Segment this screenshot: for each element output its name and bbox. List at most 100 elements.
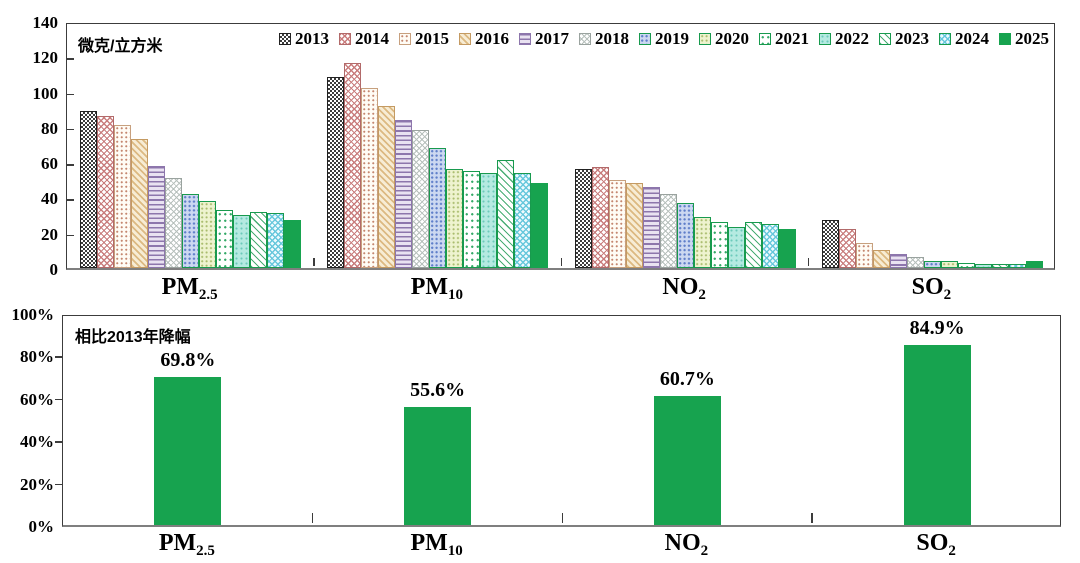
bar-2025 <box>1025 261 1043 268</box>
legend-label: 2018 <box>595 29 629 48</box>
y-axis-tick <box>67 199 74 201</box>
bar-2021 <box>463 171 481 268</box>
top-y-tick-label: 140 <box>32 13 59 32</box>
category-label-subscript: 2.5 <box>196 543 215 559</box>
legend-item-2018: 2018 <box>579 29 629 49</box>
y-axis-tick <box>67 58 74 60</box>
bar-2023 <box>497 160 515 268</box>
bar-2017 <box>148 166 166 268</box>
bar-2018 <box>906 257 924 268</box>
bottom-category-label: NO2 <box>562 530 812 560</box>
bottom-y-tick-label: 40% <box>20 432 54 452</box>
y-axis-tick <box>55 441 62 443</box>
category-label-subscript: 2.5 <box>198 287 218 303</box>
category-label-subscript: 10 <box>448 287 464 303</box>
legend-item-2024: 2024 <box>939 29 989 49</box>
bar-2019 <box>923 261 941 268</box>
legend-swatch-2024 <box>939 33 951 45</box>
y-axis-tick <box>55 483 62 486</box>
bar-2022 <box>727 227 745 268</box>
bar-2019 <box>182 194 200 268</box>
category-label-subscript: 2 <box>943 287 952 303</box>
bar-2016 <box>625 183 643 268</box>
legend-item-2016: 2016 <box>459 29 509 49</box>
bar-2020 <box>940 261 958 268</box>
top-category-label: NO2 <box>561 274 808 304</box>
bar-2015 <box>114 125 132 268</box>
bar-2018 <box>412 130 430 268</box>
bar-2025 <box>531 183 549 268</box>
top-category-label: PM10 <box>313 274 560 304</box>
legend-swatch-2018 <box>579 33 591 45</box>
decline-bar-no2 <box>653 396 721 525</box>
decline-value-label: 60.7% <box>659 368 715 390</box>
top-y-tick-label: 100 <box>32 83 59 103</box>
legend-item-2019: 2019 <box>639 29 689 49</box>
y-axis-tick <box>67 93 74 96</box>
legend-item-2015: 2015 <box>399 29 449 49</box>
legend-swatch-2022 <box>819 33 831 45</box>
legend: 2013 2014 2015 2016 2017 2018 2019 2020 2021 2022… <box>279 29 1049 49</box>
bar-2022 <box>974 264 992 268</box>
legend-swatch-2017 <box>519 33 531 45</box>
y-axis-tick <box>67 128 74 131</box>
bar-group-pm10 <box>314 24 561 268</box>
bar-2013 <box>821 220 839 268</box>
bar-2022 <box>480 173 498 268</box>
bar-2024 <box>761 224 779 268</box>
legend-item-2013: 2013 <box>279 29 329 49</box>
bar-group-no2 <box>562 24 809 268</box>
bottom-chart-title: 相比2013年降幅 <box>75 329 191 346</box>
legend-item-2025: 2025 <box>999 29 1049 49</box>
bottom-category-label: SO2 <box>811 530 1061 560</box>
y-axis-tick <box>67 164 74 166</box>
bar-2014 <box>838 229 856 268</box>
legend-item-2023: 2023 <box>879 29 929 49</box>
bar-2024 <box>1008 264 1026 268</box>
category-label-main: NO <box>662 274 699 300</box>
bar-2014 <box>344 63 362 268</box>
legend-label: 2016 <box>475 29 509 48</box>
bar-2021 <box>710 222 728 268</box>
category-label-main: NO <box>664 530 701 556</box>
bar-2020 <box>199 201 217 268</box>
legend-swatch-2016 <box>459 33 471 45</box>
x-axis-tick <box>561 513 563 523</box>
bar-2014 <box>97 116 115 268</box>
legend-swatch-2020 <box>699 33 711 45</box>
bar-2018 <box>165 178 183 268</box>
legend-swatch-2014 <box>339 33 351 45</box>
bar-2024 <box>267 213 285 268</box>
legend-swatch-2023 <box>879 33 891 45</box>
bar-2013 <box>574 169 592 268</box>
legend-label: 2020 <box>715 29 749 48</box>
legend-swatch-2019 <box>639 33 651 45</box>
category-label-main: PM <box>410 274 449 300</box>
bar-2013 <box>80 111 98 268</box>
legend-swatch-2015 <box>399 33 411 45</box>
y-axis-tick <box>67 234 74 237</box>
category-label-subscript: 2 <box>948 543 956 559</box>
decline-bar-so2 <box>903 345 971 525</box>
y-axis-tick <box>55 356 62 358</box>
legend-label: 2014 <box>355 29 389 48</box>
top-y-tick-label: 0 <box>49 260 59 279</box>
legend-item-2021: 2021 <box>759 29 809 49</box>
bar-group-so2 <box>809 24 1056 268</box>
decline-bar-pm10 <box>404 407 472 525</box>
top-category-label: PM2.5 <box>66 274 313 304</box>
category-label-main: PM <box>410 530 448 556</box>
decline-value-label: 69.8% <box>160 349 216 371</box>
bar-2024 <box>514 173 532 268</box>
category-label-main: PM <box>158 530 197 556</box>
top-y-tick-label: 60 <box>41 154 58 174</box>
bar-2018 <box>659 194 677 268</box>
bar-2025 <box>778 229 796 268</box>
legend-label: 2015 <box>415 29 449 48</box>
decline-bar-pm2_5 <box>154 377 222 525</box>
bar-2015 <box>361 88 379 268</box>
top-y-tick-label: 40 <box>41 189 58 209</box>
x-axis-tick <box>807 258 810 266</box>
legend-item-2014: 2014 <box>339 29 389 49</box>
bar-2017 <box>889 254 907 268</box>
